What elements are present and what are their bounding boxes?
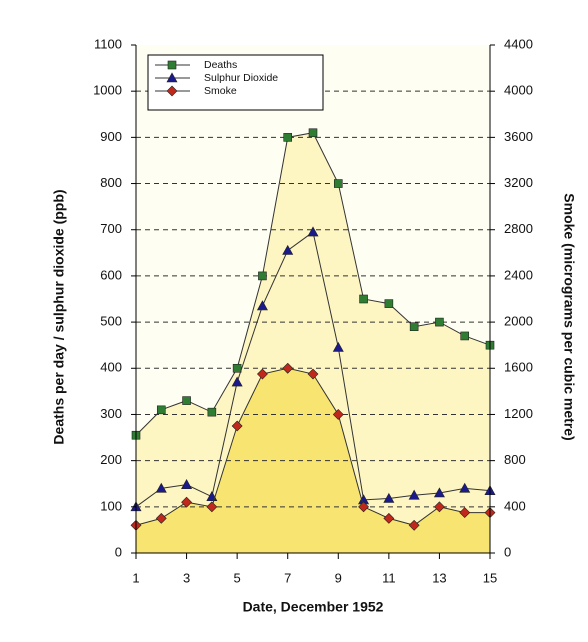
x-tick-label: 1	[132, 570, 139, 585]
legend-label: Deaths	[204, 59, 237, 71]
marker	[155, 512, 167, 524]
x-tick-label: 15	[483, 570, 497, 585]
marker	[307, 226, 319, 237]
marker	[307, 368, 319, 380]
y-tick-label: 100	[100, 498, 122, 513]
areas	[136, 132, 490, 553]
x-tick-label: 13	[432, 570, 446, 585]
marker	[156, 405, 166, 415]
legend	[147, 54, 324, 111]
y-tick-label: 0	[115, 544, 122, 559]
marker	[232, 363, 242, 373]
legend-label: Smoke	[204, 85, 237, 97]
y-axis-title: Deaths per day / sulphur dioxide (ppb)	[51, 189, 67, 444]
y-tick-label: 400	[100, 360, 122, 375]
x-tick-label: 5	[234, 570, 241, 585]
x-tick-label: 7	[284, 570, 291, 585]
y-tick-label: 200	[100, 452, 122, 467]
y2-axis-title: Smoke (micrograms per cubic metre)	[561, 193, 577, 440]
area	[136, 368, 490, 553]
marker	[166, 72, 178, 83]
marker	[166, 85, 178, 97]
x-axis-title: Date, December 1952	[243, 599, 384, 615]
marker	[459, 507, 471, 519]
marker	[459, 482, 471, 493]
y2-tick-label: 0	[504, 544, 511, 559]
y-tick-label: 900	[100, 129, 122, 144]
marker	[206, 501, 218, 513]
x-tick-label: 9	[335, 570, 342, 585]
y-tick-label: 500	[100, 314, 122, 329]
marker	[256, 300, 268, 311]
marker	[409, 322, 419, 332]
y2-tick-label: 1200	[504, 406, 533, 421]
lines	[130, 128, 496, 531]
marker	[359, 294, 368, 304]
marker	[155, 482, 167, 493]
marker	[182, 396, 191, 405]
y2-tick-label: 4000	[504, 83, 533, 98]
marker	[408, 489, 420, 500]
marker	[435, 317, 444, 327]
marker	[258, 271, 267, 281]
marker	[383, 492, 395, 503]
y-tick-label: 600	[100, 267, 122, 282]
marker	[181, 496, 192, 508]
marker	[408, 519, 420, 531]
y2-tick-label: 400	[504, 498, 526, 513]
x-tick-label: 3	[183, 570, 190, 585]
y-tick-label: 300	[100, 406, 122, 421]
marker	[308, 128, 318, 138]
marker	[181, 479, 193, 489]
y2-tick-label: 4400	[504, 36, 533, 51]
x-tick-label: 11	[382, 570, 396, 585]
y2-tick-label: 1600	[504, 360, 533, 375]
y2-tick-label: 3200	[504, 175, 533, 190]
marker	[332, 341, 344, 352]
y2-tick-label: 2800	[504, 221, 533, 236]
legend-label: Sulphur Dioxide	[204, 72, 278, 84]
y2-tick-label: 2400	[504, 267, 533, 282]
marker	[333, 179, 343, 188]
y-tick-label: 700	[100, 221, 122, 236]
marker	[207, 407, 217, 417]
area	[136, 132, 490, 553]
y2-tick-label: 800	[504, 452, 526, 467]
marker	[434, 501, 445, 513]
marker	[384, 299, 394, 308]
marker	[283, 133, 293, 142]
marker	[282, 362, 294, 374]
y-tick-label: 800	[100, 175, 122, 190]
marker	[257, 368, 268, 380]
marker	[332, 409, 344, 420]
marker	[433, 487, 445, 498]
marker	[383, 512, 395, 524]
y-tick-label: 1100	[94, 36, 122, 51]
y2-tick-label: 2000	[504, 314, 533, 329]
marker	[460, 331, 470, 341]
marker	[231, 376, 243, 387]
y-tick-label: 1000	[93, 83, 122, 98]
marker	[282, 244, 294, 255]
marker	[358, 501, 369, 513]
y2-tick-label: 3600	[504, 129, 533, 144]
marker	[231, 420, 243, 432]
marker	[167, 60, 177, 70]
